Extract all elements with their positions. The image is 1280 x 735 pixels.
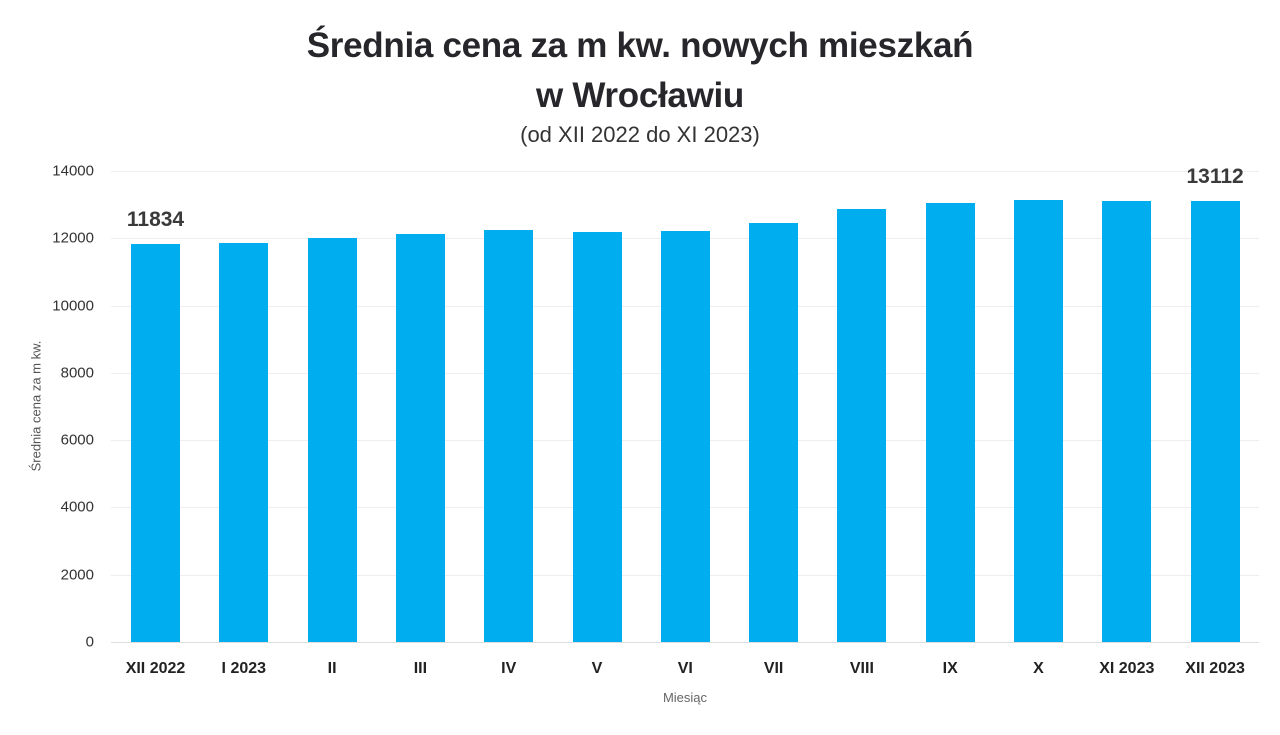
x-axis-label: Miesiąc xyxy=(662,690,708,705)
bar xyxy=(131,243,180,642)
x-tick-label: IV xyxy=(501,660,517,677)
gridline xyxy=(111,171,1259,172)
x-tick-label: VIII xyxy=(849,660,874,677)
bar xyxy=(219,242,269,642)
y-tick-label: 0 xyxy=(85,633,94,651)
y-axis-label: Średnia cena za m kw. xyxy=(28,340,44,472)
y-tick-label: 12000 xyxy=(52,229,94,247)
bar xyxy=(395,234,445,642)
bar xyxy=(660,231,710,642)
chart-title-line-2: w Wrocławiu xyxy=(535,76,745,115)
bar xyxy=(1190,200,1240,642)
x-tick-label: IX xyxy=(942,660,958,677)
data-label: 13112 xyxy=(1186,164,1244,188)
x-tick-label: VI xyxy=(677,660,693,677)
x-tick-label: VII xyxy=(763,660,784,677)
bar xyxy=(925,203,975,642)
x-tick-label: III xyxy=(413,660,428,677)
bar xyxy=(749,223,799,642)
x-tick-label: X xyxy=(1033,660,1044,677)
bar xyxy=(572,231,622,642)
x-tick-label: II xyxy=(327,660,337,677)
chart-title-line-1: Średnia cena za m kw. nowych mieszkań xyxy=(306,26,974,65)
x-tick-label: XI 2023 xyxy=(1099,660,1155,677)
x-tick-label: V xyxy=(591,660,603,677)
bar xyxy=(1102,201,1152,642)
bar xyxy=(1014,200,1063,642)
y-tick-label: 14000 xyxy=(52,162,94,180)
y-tick-label: 2000 xyxy=(60,566,94,584)
data-label: 11834 xyxy=(126,207,185,231)
y-tick-label: 8000 xyxy=(60,364,94,382)
y-tick-label: 10000 xyxy=(52,297,94,315)
bar xyxy=(484,230,534,642)
y-tick-label: 6000 xyxy=(60,431,94,449)
x-tick-label: XII 2022 xyxy=(125,660,186,677)
bar xyxy=(837,209,887,642)
x-tick-label: I 2023 xyxy=(221,660,267,677)
chart-subtitle: (od XII 2022 do XI 2023) xyxy=(520,122,760,147)
y-tick-label: 4000 xyxy=(60,498,94,516)
bar xyxy=(307,238,357,642)
gridline xyxy=(111,642,1259,643)
x-tick-label: XII 2023 xyxy=(1185,660,1245,677)
